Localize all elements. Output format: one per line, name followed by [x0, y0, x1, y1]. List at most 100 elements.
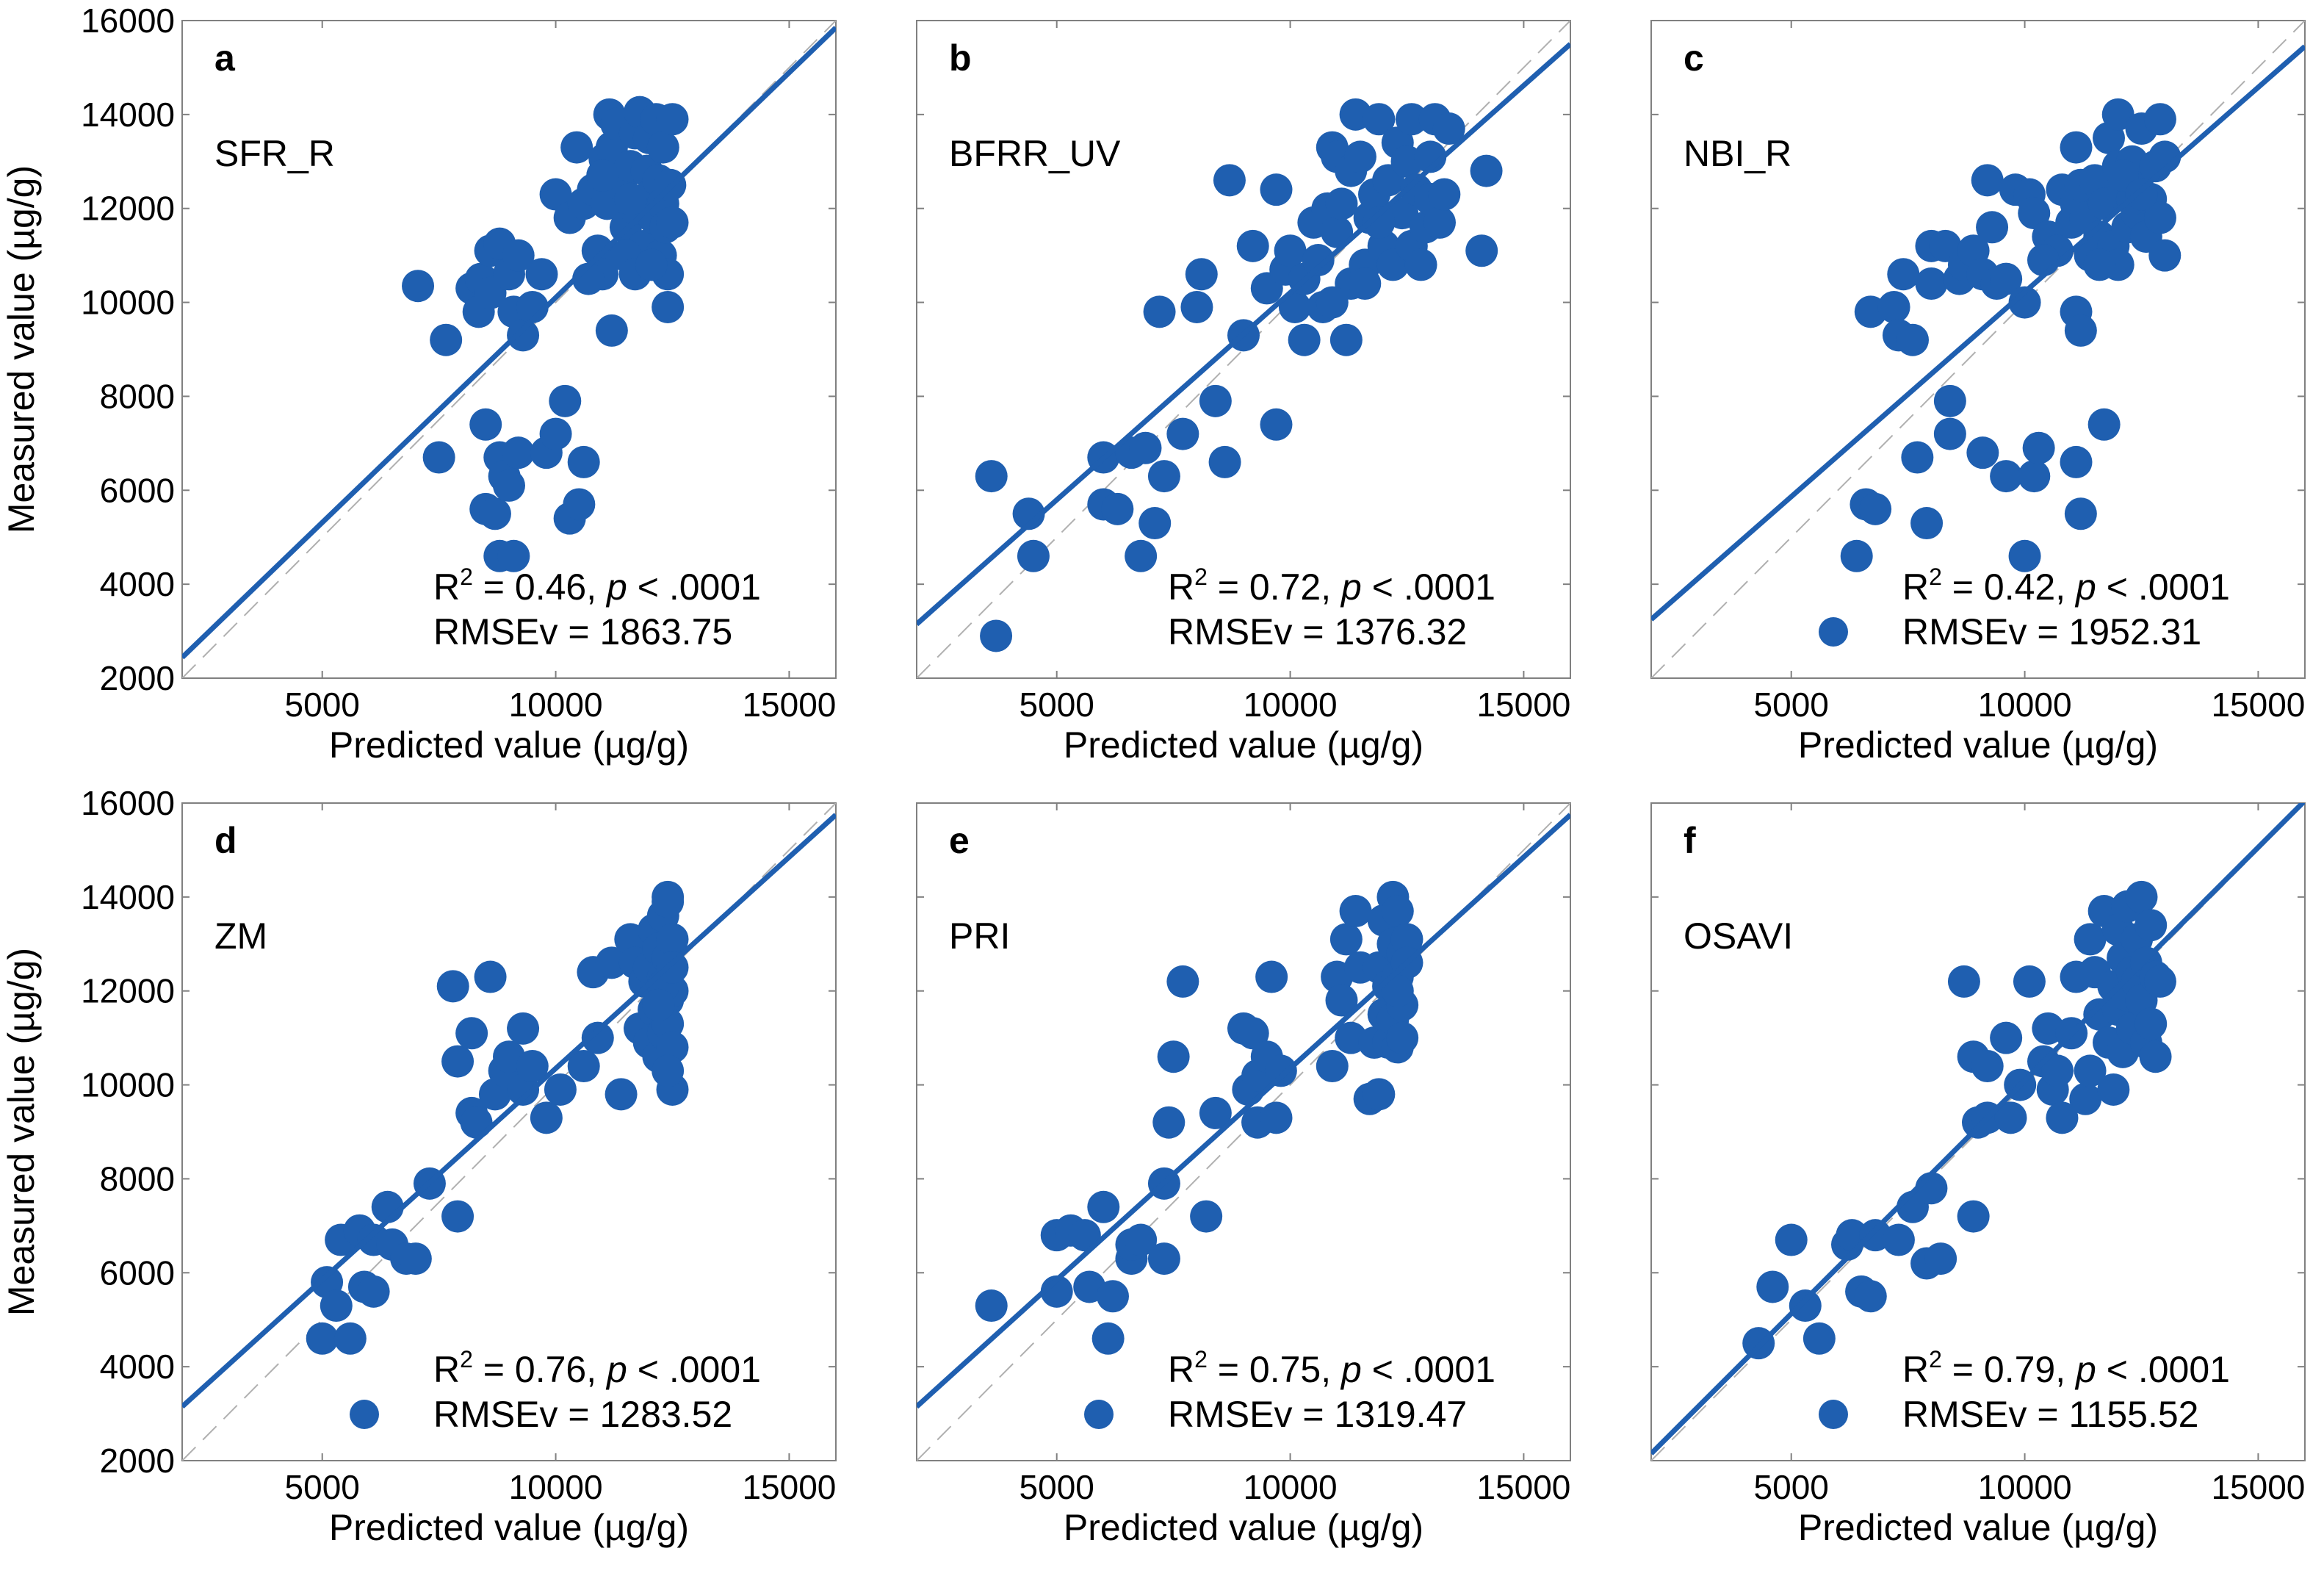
plot-frame — [916, 802, 1571, 1461]
x-tick-label: 5000 — [1020, 686, 1094, 724]
panel-a: 5000 10000 15000 2000 4000 6000 8000 10000 12000… — [1, 1, 837, 766]
data-point — [975, 460, 1008, 493]
data-point — [460, 1106, 493, 1139]
data-point — [2018, 460, 2051, 493]
panel-d: 5000 10000 15000 2000 4000 6000 8000 10000 12000… — [1, 784, 837, 1548]
data-point — [516, 1050, 549, 1082]
data-point — [1901, 441, 1934, 474]
data-point — [656, 923, 689, 956]
data-point — [1339, 895, 1372, 928]
legend-marker — [1084, 1400, 1114, 1429]
data-point — [1910, 507, 1944, 540]
rmse-value: 1863.75 — [599, 611, 732, 652]
data-point — [1990, 262, 2023, 295]
x-tick-label: 15000 — [1476, 1468, 1570, 1506]
data-point — [1143, 295, 1176, 328]
x-tick-label: 15000 — [2211, 1468, 2305, 1506]
data-point — [2134, 909, 2168, 942]
data-point — [1395, 103, 1428, 136]
p-space — [1362, 1349, 1372, 1390]
data-point — [1166, 965, 1199, 998]
r2-eq: = — [1942, 566, 1984, 608]
data-point — [1363, 1078, 1396, 1111]
r2-value: 0.46 — [515, 566, 586, 608]
data-point — [1288, 323, 1321, 356]
data-point — [1897, 323, 1929, 356]
x-axis-title: Predicted value (µg/g) — [1798, 724, 2158, 766]
data-point — [1840, 539, 1873, 572]
p-space — [2096, 566, 2107, 608]
p-label: p — [1340, 1349, 1362, 1390]
data-point — [1302, 244, 1335, 277]
p-space — [627, 566, 638, 608]
data-point — [430, 323, 463, 356]
r2-eq: = — [473, 1349, 515, 1390]
data-point — [1802, 1322, 1836, 1355]
data-point — [525, 258, 558, 291]
rmse-stat: RMSEv = 1863.75 — [433, 611, 732, 652]
data-point — [1236, 229, 1269, 262]
data-point — [1147, 460, 1180, 493]
data-point — [1236, 1017, 1269, 1050]
data-point — [333, 1322, 367, 1355]
data-point — [2143, 201, 2176, 234]
y-tick-label: 16000 — [81, 784, 175, 822]
data-point — [502, 239, 535, 272]
data-point — [502, 436, 535, 469]
r2-label: R — [1168, 1349, 1194, 1390]
data-point — [1068, 1219, 1101, 1252]
rmse-label: RMSEv = — [433, 1394, 599, 1435]
p-label: p — [2074, 566, 2096, 608]
data-point — [975, 1289, 1008, 1323]
data-point — [1971, 164, 2004, 197]
x-axis-title: Predicted value (µg/g) — [1064, 1507, 1423, 1548]
data-point — [1363, 103, 1396, 136]
data-point — [652, 885, 685, 918]
data-point — [2143, 965, 2176, 998]
rmse-stat: RMSEv = 1155.52 — [1902, 1394, 2198, 1435]
data-point — [1915, 267, 1948, 300]
r2-eq: = — [1208, 566, 1249, 608]
data-point — [1138, 507, 1172, 540]
r2-sep: , — [586, 1349, 607, 1390]
x-tick-label: 15000 — [742, 1468, 836, 1506]
panel-letter: f — [1684, 820, 1696, 861]
data-point — [1185, 258, 1218, 291]
data-point — [1166, 417, 1199, 450]
data-point — [493, 469, 525, 502]
data-point — [2101, 98, 2134, 131]
data-point — [1470, 154, 1503, 187]
panel-name: PRI — [949, 915, 1010, 957]
r2-label: R — [1168, 566, 1194, 608]
data-point — [656, 951, 689, 984]
r2-superscript: 2 — [460, 564, 473, 590]
y-axis-title: Measured value (µg/g) — [1, 165, 42, 533]
y-tick-label: 8000 — [100, 1159, 175, 1198]
data-point — [478, 497, 511, 530]
regression-line — [1651, 44, 2305, 622]
data-point — [1325, 187, 1358, 220]
regression-line — [182, 26, 836, 660]
y-tick-label: 14000 — [81, 96, 175, 134]
x-tick-label: 5000 — [285, 1468, 360, 1506]
y-tick-label: 10000 — [81, 284, 175, 322]
x-tick-label: 15000 — [742, 686, 836, 724]
data-point — [1316, 286, 1349, 319]
identity-line — [1651, 21, 2305, 678]
data-point — [2143, 103, 2176, 136]
data-point — [1260, 1101, 1293, 1134]
panel-b: 5000 10000 15000 b BFRR_UV R2 = 0.72, p < .00… — [916, 20, 1571, 766]
data-point — [1933, 384, 1966, 417]
data-point — [2134, 1007, 2168, 1040]
r2-eq: = — [473, 566, 515, 608]
data-point — [2041, 1054, 2074, 1087]
p-value: < .0001 — [1372, 1349, 1495, 1390]
data-point — [422, 441, 455, 474]
data-point — [539, 417, 572, 450]
data-point — [1017, 539, 1050, 572]
data-point — [581, 1021, 614, 1054]
data-point — [2074, 1054, 2107, 1087]
p-value: < .0001 — [1372, 566, 1495, 608]
data-point — [2013, 965, 2046, 998]
r2-value: 0.75 — [1249, 1349, 1321, 1390]
